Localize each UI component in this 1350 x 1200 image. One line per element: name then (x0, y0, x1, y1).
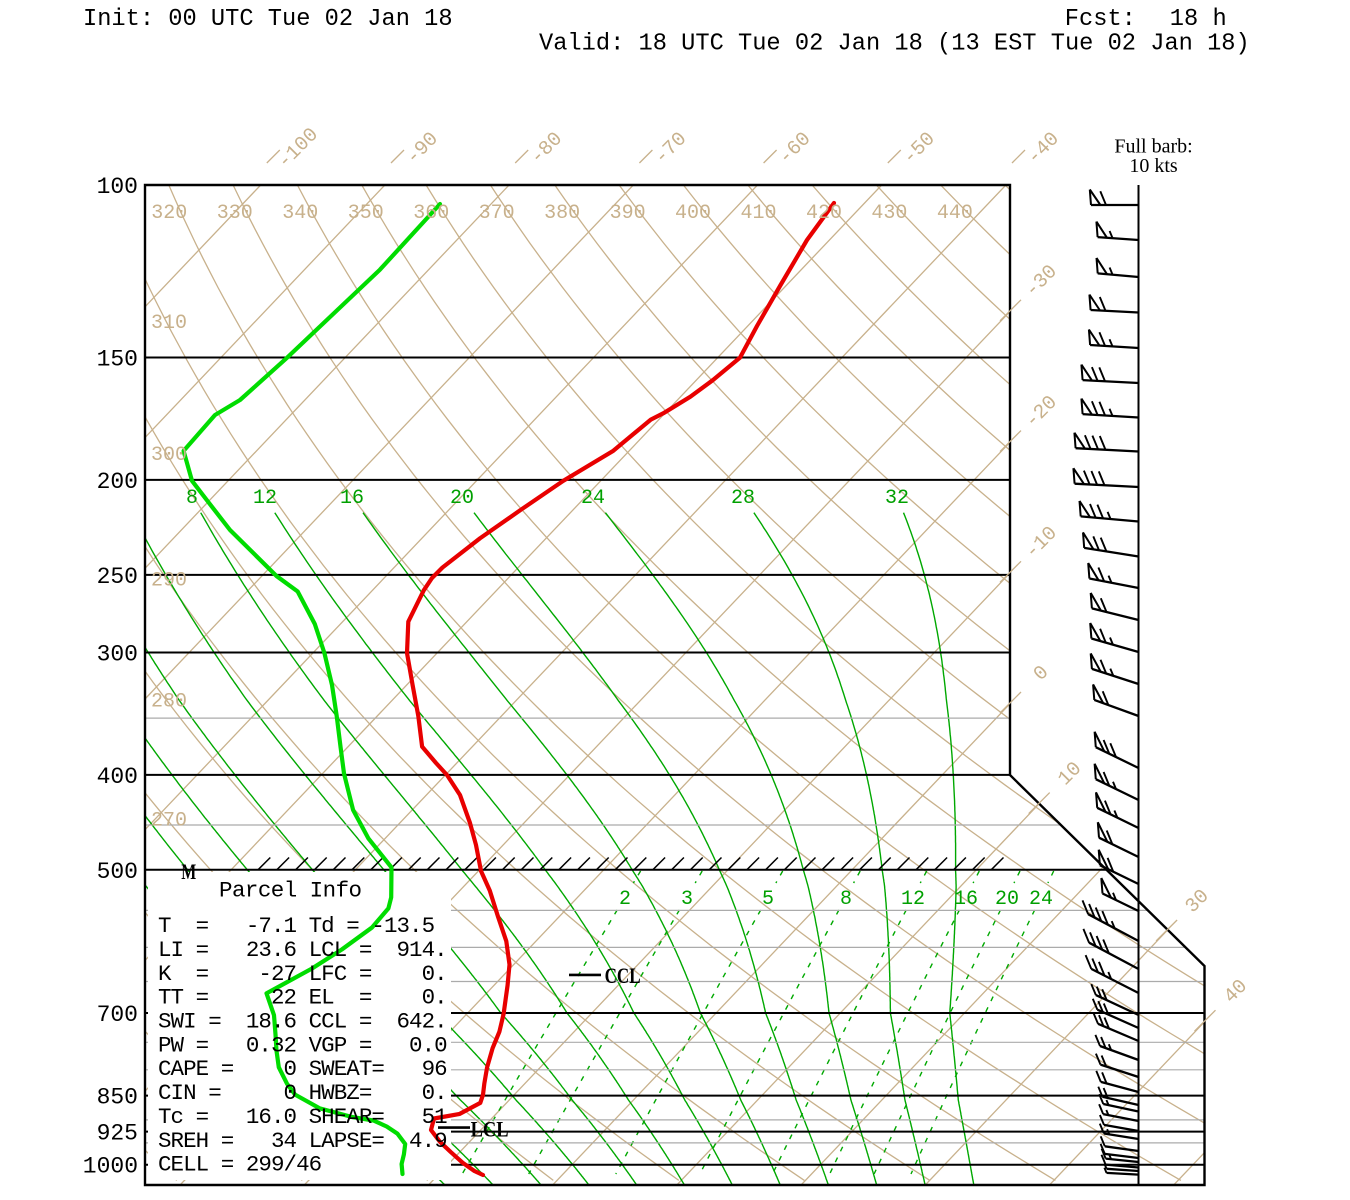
svg-text:M: M (181, 859, 196, 884)
svg-text:20: 20 (995, 888, 1019, 911)
svg-text:3: 3 (681, 888, 693, 911)
svg-text:8: 8 (840, 888, 852, 911)
svg-text:280: 280 (151, 691, 187, 714)
svg-text:Tc = 16.0 SHEAR= 51: Tc = 16.0 SHEAR= 51 (158, 1104, 447, 1130)
svg-text:200: 200 (97, 469, 138, 495)
svg-text:12: 12 (901, 888, 925, 911)
svg-text:300: 300 (97, 642, 138, 668)
svg-text:CIN = 0 HWBZ= 0.: CIN = 0 HWBZ= 0. (158, 1080, 447, 1106)
svg-text:5: 5 (762, 888, 774, 911)
svg-text:2: 2 (619, 888, 631, 911)
svg-text:Parcel Info: Parcel Info (219, 878, 362, 904)
svg-text:360: 360 (413, 202, 449, 225)
svg-text:24: 24 (1029, 888, 1053, 911)
svg-text:32: 32 (885, 487, 909, 510)
svg-text:850: 850 (97, 1085, 138, 1111)
svg-text:Init: 00 UTC Tue 02 Jan 18: Init: 00 UTC Tue 02 Jan 18 (83, 6, 453, 33)
svg-text:LI = 23.6 LCL = 914.: LI = 23.6 LCL = 914. (158, 937, 447, 963)
svg-text:390: 390 (610, 202, 646, 225)
svg-text:100: 100 (97, 174, 138, 200)
svg-text:370: 370 (479, 202, 515, 225)
svg-text:340: 340 (282, 202, 318, 225)
svg-text:16: 16 (340, 487, 364, 510)
svg-text:24: 24 (581, 487, 605, 510)
svg-text:18 h: 18 h (1170, 6, 1227, 33)
svg-text:12: 12 (253, 487, 277, 510)
svg-text:270: 270 (151, 809, 187, 832)
svg-text:420: 420 (806, 202, 842, 225)
svg-text:TT = 22 EL = 0.: TT = 22 EL = 0. (158, 985, 447, 1011)
svg-text:300: 300 (151, 444, 187, 467)
svg-text:440: 440 (937, 202, 973, 225)
svg-text:K = -27 LFC = 0.: K = -27 LFC = 0. (158, 961, 447, 987)
svg-text:PW = 0.32 VGP = 0.0: PW = 0.32 VGP = 0.0 (158, 1032, 447, 1058)
svg-text:Fcst:: Fcst: (1065, 6, 1136, 33)
svg-text:T = -7.1 Td = -13.5: T = -7.1 Td = -13.5 (158, 913, 435, 939)
svg-text:430: 430 (871, 202, 907, 225)
svg-text:CCL: CCL (605, 963, 641, 988)
svg-text:CELL = 299/46: CELL = 299/46 (158, 1152, 322, 1178)
svg-text:330: 330 (217, 202, 253, 225)
svg-text:16: 16 (954, 888, 978, 911)
svg-text:250: 250 (97, 564, 138, 590)
svg-text:700: 700 (97, 1002, 138, 1028)
svg-text:400: 400 (675, 202, 711, 225)
svg-text:150: 150 (97, 347, 138, 373)
svg-text:1000: 1000 (83, 1154, 138, 1180)
svg-text:320: 320 (151, 202, 187, 225)
svg-text:925: 925 (97, 1121, 138, 1147)
svg-text:310: 310 (151, 312, 187, 335)
svg-text:Full barb:: Full barb: (1114, 136, 1192, 158)
svg-text:400: 400 (97, 764, 138, 790)
svg-text:28: 28 (731, 487, 755, 510)
svg-text:SREH = 34 LAPSE= 4.9: SREH = 34 LAPSE= 4.9 (158, 1128, 447, 1154)
svg-text:10 kts: 10 kts (1129, 155, 1178, 177)
svg-text:CAPE = 0 SWEAT= 96: CAPE = 0 SWEAT= 96 (158, 1056, 447, 1082)
svg-text:380: 380 (544, 202, 580, 225)
svg-text:290: 290 (151, 569, 187, 592)
svg-text:8: 8 (186, 487, 198, 510)
svg-text:Valid: 18 UTC Tue 02 Jan 18 (1: Valid: 18 UTC Tue 02 Jan 18 (13 EST Tue … (539, 31, 1250, 58)
svg-text:LCL: LCL (471, 1117, 509, 1142)
svg-text:20: 20 (450, 487, 474, 510)
svg-text:500: 500 (97, 859, 138, 885)
svg-text:350: 350 (348, 202, 384, 225)
svg-text:SWI = 18.6 CCL = 642.: SWI = 18.6 CCL = 642. (158, 1009, 447, 1035)
svg-text:410: 410 (740, 202, 776, 225)
